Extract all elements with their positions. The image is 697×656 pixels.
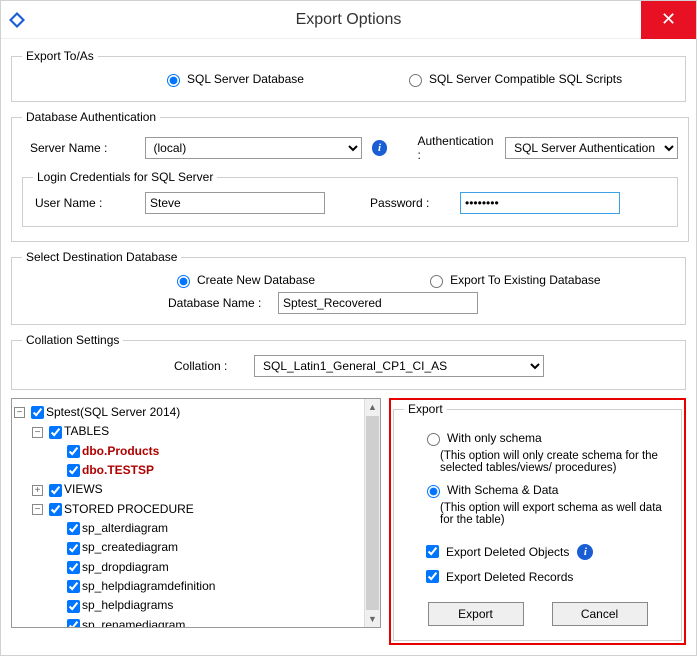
tree-scrollbar[interactable]: ▲ ▼ (364, 399, 380, 627)
dest-db-group: Select Destination Database Create New D… (11, 250, 686, 325)
server-name-label: Server Name : (30, 141, 139, 155)
user-name-label: User Name : (35, 196, 145, 210)
radio-only-schema[interactable] (427, 433, 440, 446)
export-to-legend: Export To/As (22, 49, 98, 63)
tree-table-testsp[interactable]: dbo.TESTSP (82, 463, 154, 477)
tree-views[interactable]: VIEWS (64, 482, 103, 496)
radio-sql-scripts[interactable] (409, 74, 422, 87)
db-auth-group: Database Authentication Server Name : (l… (11, 110, 689, 242)
db-name-label: Database Name : (168, 296, 278, 310)
tree-toggle[interactable]: + (32, 485, 43, 496)
tree-toggle[interactable]: − (14, 407, 25, 418)
tree-sp-item[interactable]: sp_renamediagram (82, 618, 185, 628)
radio-create-new-db[interactable] (177, 275, 190, 288)
tree-root-checkbox[interactable] (31, 406, 44, 419)
tree-tables[interactable]: TABLES (64, 424, 109, 438)
tree-views-checkbox[interactable] (49, 484, 62, 497)
auth-label: Authentication : (417, 134, 499, 162)
collation-group: Collation Settings Collation : SQL_Latin… (11, 333, 686, 390)
export-options-highlight: Export With only schema (This option wil… (389, 398, 686, 645)
tree-item-checkbox[interactable] (67, 445, 80, 458)
radio-export-existing-db-label: Export To Existing Database (450, 273, 601, 287)
chk-deleted-objects-label: Export Deleted Objects (446, 545, 569, 559)
chk-deleted-records[interactable] (426, 570, 439, 583)
tree-sp-item[interactable]: sp_alterdiagram (82, 521, 168, 535)
radio-export-existing-db[interactable] (430, 275, 443, 288)
radio-only-schema-label: With only schema (447, 431, 542, 445)
collation-select[interactable]: SQL_Latin1_General_CP1_CI_AS (254, 355, 544, 377)
desc-schema-data: (This option will export schema as well … (440, 502, 671, 526)
password-input[interactable] (460, 192, 620, 214)
object-tree-panel[interactable]: −Sptest(SQL Server 2014) −TABLES dbo.Pro… (11, 398, 381, 628)
dest-db-legend: Select Destination Database (22, 250, 181, 264)
radio-sql-scripts-label: SQL Server Compatible SQL Scripts (429, 72, 622, 86)
tree-item-checkbox[interactable] (67, 522, 80, 535)
info-icon[interactable]: i (372, 140, 388, 156)
login-cred-group: Login Credentials for SQL Server User Na… (22, 170, 678, 227)
collation-legend: Collation Settings (22, 333, 123, 347)
chk-deleted-records-label: Export Deleted Records (446, 570, 573, 584)
user-name-input[interactable] (145, 192, 325, 214)
radio-sql-server-db[interactable] (167, 74, 180, 87)
export-group: Export With only schema (This option wil… (393, 402, 682, 641)
radio-schema-data[interactable] (427, 485, 440, 498)
window-title: Export Options (296, 11, 402, 29)
radio-sql-server-db-label: SQL Server Database (187, 72, 304, 86)
auth-select[interactable]: SQL Server Authentication (505, 137, 678, 159)
app-icon (7, 10, 27, 30)
tree-item-checkbox[interactable] (67, 580, 80, 593)
tree-sp-item[interactable]: sp_helpdiagramdefinition (82, 579, 215, 593)
tree-item-checkbox[interactable] (67, 561, 80, 574)
scroll-down-icon[interactable]: ▼ (365, 611, 380, 627)
tree-item-checkbox[interactable] (67, 619, 80, 628)
scroll-thumb[interactable] (366, 416, 379, 610)
tree-sp-checkbox[interactable] (49, 503, 62, 516)
export-to-group: Export To/As SQL Server Database SQL Ser… (11, 49, 686, 102)
tree-tables-checkbox[interactable] (49, 426, 62, 439)
login-cred-legend: Login Credentials for SQL Server (33, 170, 217, 184)
radio-create-new-db-label: Create New Database (197, 273, 315, 287)
info-icon[interactable]: i (577, 544, 593, 560)
cancel-button[interactable]: Cancel (552, 602, 648, 626)
tree-sp-item[interactable]: sp_helpdiagrams (82, 598, 173, 612)
scroll-up-icon[interactable]: ▲ (365, 399, 380, 415)
db-name-input[interactable] (278, 292, 478, 314)
close-button[interactable]: ✕ (641, 1, 696, 39)
tree-root[interactable]: Sptest(SQL Server 2014) (46, 405, 180, 419)
tree-item-checkbox[interactable] (67, 464, 80, 477)
tree-sp-item[interactable]: sp_creatediagram (82, 540, 178, 554)
tree-item-checkbox[interactable] (67, 600, 80, 613)
chk-deleted-objects[interactable] (426, 545, 439, 558)
tree-toggle[interactable]: − (32, 504, 43, 515)
radio-schema-data-label: With Schema & Data (447, 483, 558, 497)
tree-sp[interactable]: STORED PROCEDURE (64, 502, 194, 516)
tree-item-checkbox[interactable] (67, 542, 80, 555)
server-name-select[interactable]: (local) (145, 137, 362, 159)
desc-only-schema: (This option will only create schema for… (440, 450, 671, 474)
tree-toggle[interactable]: − (32, 427, 43, 438)
db-auth-legend: Database Authentication (22, 110, 160, 124)
collation-label: Collation : (174, 359, 254, 373)
password-label: Password : (370, 196, 460, 210)
tree-sp-item[interactable]: sp_dropdiagram (82, 560, 169, 574)
export-legend: Export (404, 402, 447, 416)
export-button[interactable]: Export (428, 602, 524, 626)
tree-table-products[interactable]: dbo.Products (82, 444, 159, 458)
